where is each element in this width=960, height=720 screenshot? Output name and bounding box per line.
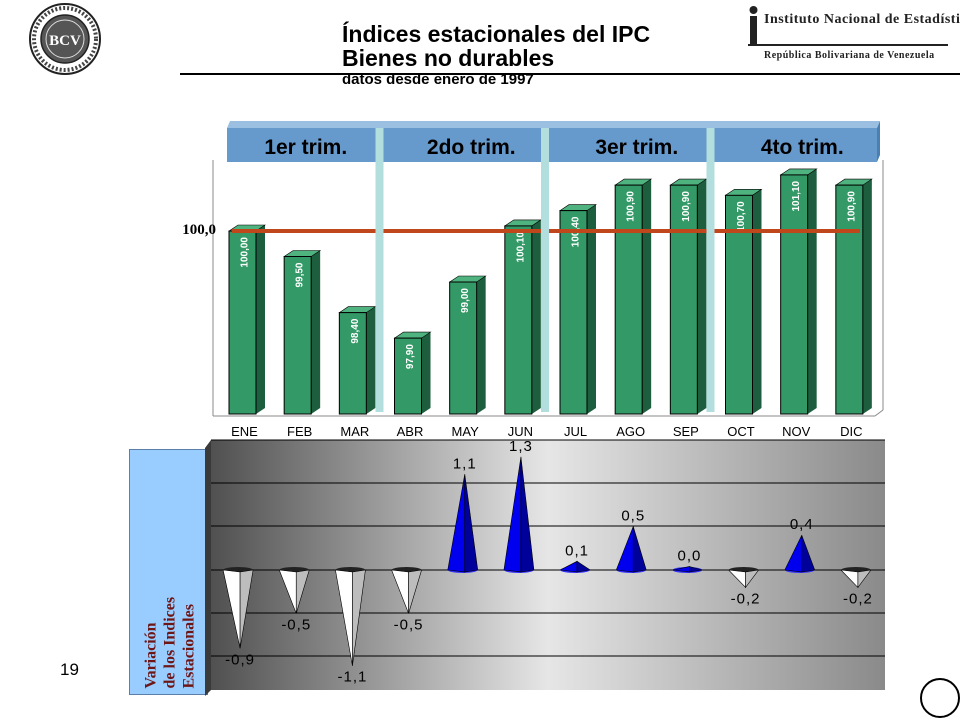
- bar-data-label: 100,10: [515, 231, 526, 262]
- ine-logo: Instituto Nacional de Estadística Repúbl…: [748, 4, 960, 64]
- cone-data-label: -0,5: [281, 617, 311, 634]
- variation-ylabel-box: Variación de los Indices Estacionales: [129, 449, 208, 695]
- quarter-band-top: [227, 121, 880, 128]
- cone-data-label: -0,5: [394, 617, 424, 634]
- quarter-label: 1er trim.: [264, 136, 347, 159]
- bar-data-label: 100,00: [240, 237, 251, 268]
- cone-data-label: 0,4: [790, 516, 814, 533]
- x-tick-label: ENE: [231, 424, 258, 439]
- x-tick-label: NOV: [782, 424, 811, 439]
- cone-shade: [857, 569, 872, 589]
- bcv-logo: BCV: [28, 2, 102, 76]
- bar: [614, 184, 643, 415]
- x-tick-label: OCT: [727, 424, 755, 439]
- quarter-band: [227, 128, 877, 162]
- cone-shade: [352, 569, 366, 666]
- bar-side: [256, 225, 265, 414]
- bar-data-label: 101,10: [791, 180, 802, 211]
- x-tick-label: MAR: [340, 424, 369, 439]
- x-tick-label: JUL: [564, 424, 587, 439]
- cone-shade: [520, 456, 535, 573]
- variation-side-wall: [205, 440, 211, 696]
- header-rule: [180, 73, 960, 75]
- floor-edge: [874, 409, 884, 417]
- page-title: Índices estacionales del IPC: [342, 21, 651, 47]
- cone-data-label: -0,9: [225, 651, 255, 668]
- bar-data-label: 97,90: [405, 344, 416, 369]
- cone-data-label: 1,1: [453, 455, 477, 472]
- x-tick-label: SEP: [673, 424, 699, 439]
- cone-shade: [408, 569, 423, 614]
- quarter-band-side: [877, 121, 880, 162]
- bar-data-label: 98,40: [350, 318, 361, 343]
- cone-shade: [801, 535, 816, 573]
- cone-shade: [464, 474, 479, 573]
- seasonal-index-bar-chart: 100,0 100,00 ENE 99,50 FEB 98,40 MAR 97,90 ABR 9…: [182, 121, 884, 439]
- bar-side: [862, 179, 872, 414]
- quarter-divider: [375, 128, 384, 412]
- bar: [283, 256, 312, 415]
- quarter-label: 3er trim.: [595, 136, 678, 159]
- bar-side: [531, 219, 541, 414]
- x-tick-label: MAY: [452, 424, 480, 439]
- cone-shade: [576, 560, 591, 573]
- x-tick-label: DIC: [840, 424, 862, 439]
- ine-name: Instituto Nacional de Estadística: [764, 12, 960, 27]
- bar-side: [476, 276, 486, 414]
- title-block: Índices estacionales del IPC Bienes no d…: [342, 22, 650, 88]
- bar: [504, 225, 533, 415]
- bar-side: [421, 332, 431, 414]
- ine-country: República Bolivariana de Venezuela: [764, 50, 935, 61]
- cone-data-label: -1,1: [337, 669, 367, 686]
- quarter-label: 2do trim.: [427, 136, 516, 159]
- page-title-line2: Bienes no durables: [342, 45, 555, 71]
- x-tick-label: AGO: [616, 424, 645, 439]
- cone-data-label: 0,0: [677, 548, 701, 565]
- bar-side: [642, 179, 652, 414]
- bar-data-label: 100,70: [736, 201, 747, 232]
- quarter-label: 4to trim.: [761, 136, 844, 159]
- quarter-divider: [541, 128, 549, 412]
- cone-shade: [689, 566, 703, 573]
- bar: [559, 210, 588, 415]
- cone-data-label: 0,1: [565, 542, 589, 559]
- bar: [780, 174, 809, 415]
- cone-shade: [295, 569, 310, 614]
- bar-side: [587, 204, 596, 414]
- bar: [669, 184, 698, 415]
- x-tick-label: ABR: [397, 424, 424, 439]
- cone-shade: [239, 569, 254, 649]
- bar: [338, 312, 367, 415]
- bar-data-label: 99,50: [295, 262, 306, 287]
- cone-shade: [632, 526, 647, 573]
- bar-data-label: 100,90: [846, 191, 857, 222]
- cone-data-label: 0,5: [621, 508, 645, 525]
- bar-data-label: 99,00: [460, 288, 471, 313]
- variation-plot-area: [211, 440, 885, 690]
- page-subtitle: datos desde enero de 1997: [342, 71, 534, 88]
- x-tick-label: FEB: [287, 424, 312, 439]
- x-tick-label: JUN: [508, 424, 533, 439]
- bar: [394, 337, 422, 415]
- bar: [835, 184, 864, 415]
- cone-data-label: 1,3: [509, 438, 533, 455]
- page-number: 19: [60, 660, 79, 679]
- cone-data-label: -0,2: [731, 590, 761, 607]
- bar-data-label: 100,90: [626, 191, 637, 222]
- bcv-logo-text: BCV: [49, 33, 81, 49]
- quarter-divider: [706, 128, 715, 412]
- bar-side: [697, 179, 707, 414]
- cone-shade: [745, 569, 760, 589]
- bar: [228, 230, 257, 415]
- bar-data-label: 100,90: [681, 191, 692, 222]
- bar-side: [752, 189, 762, 414]
- cone-data-label: -0,2: [843, 590, 873, 607]
- navigation-circle-button[interactable]: [920, 678, 960, 718]
- bar-side: [366, 306, 376, 414]
- bar: [449, 281, 478, 415]
- bar-side: [311, 250, 321, 414]
- reference-line-label: 100,0: [182, 222, 216, 238]
